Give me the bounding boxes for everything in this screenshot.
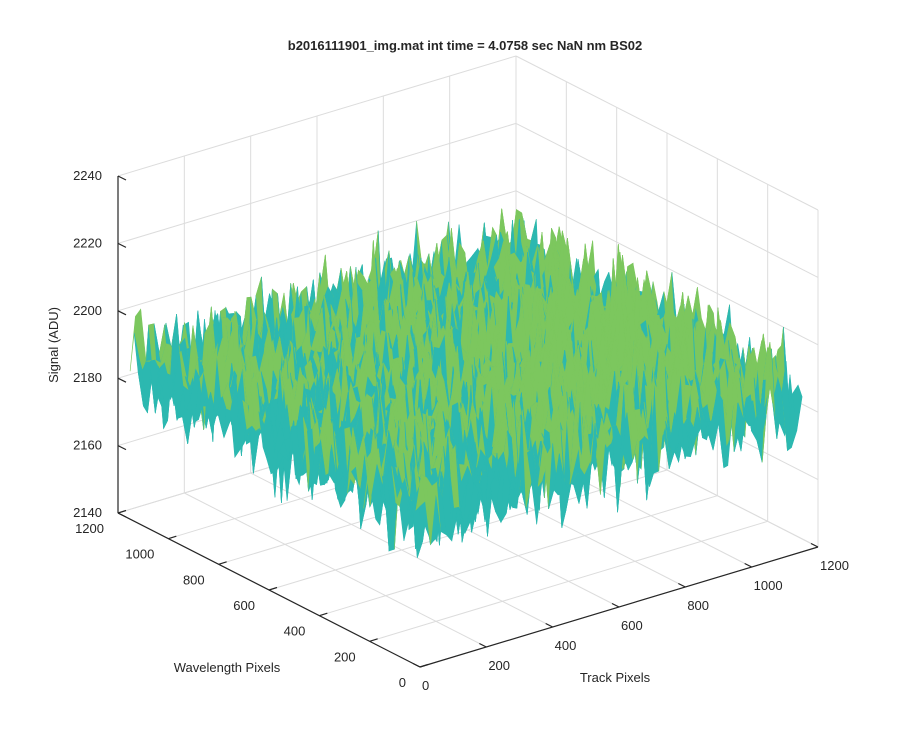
floor-grid-line (369, 520, 768, 642)
wall-grid-line (117, 55, 517, 177)
wall-grid-line (515, 55, 819, 211)
wall-grid-line (515, 122, 819, 278)
chart-title: b2016111901_img.mat int time = 4.0758 se… (288, 38, 642, 53)
floor-grid-line (319, 495, 718, 617)
wall-grid-line (117, 122, 517, 244)
data-surface (129, 208, 803, 558)
wall-grid-line (117, 190, 517, 312)
wall-grid-line (515, 190, 819, 346)
